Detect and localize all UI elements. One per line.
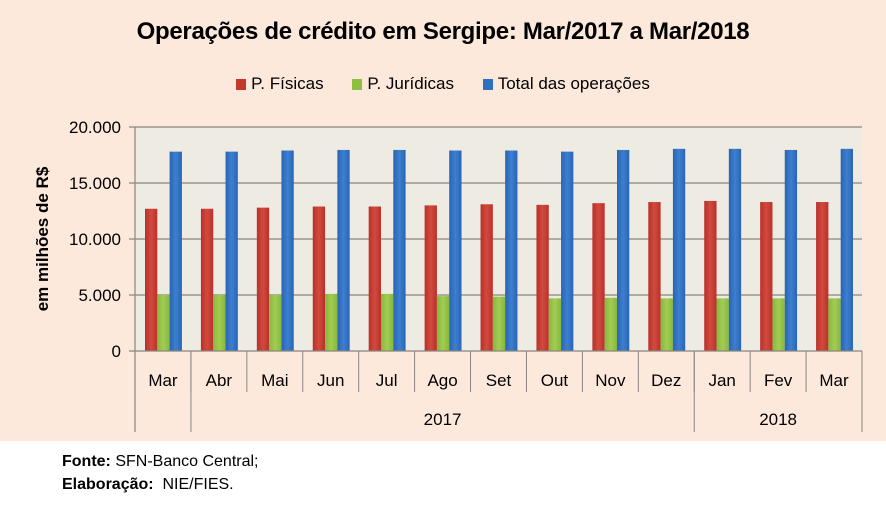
legend-label-pf: P. Físicas (251, 74, 324, 93)
legend-label-total: Total das operações (497, 74, 650, 93)
bar-pf (480, 204, 493, 351)
bar-pf (200, 208, 214, 351)
bars (145, 148, 853, 351)
elaboration-line: Elaboração: NIE/FIES. (62, 473, 259, 496)
x-tick-label: Mai (261, 371, 288, 390)
year-group-label: 2017 (424, 410, 462, 429)
bar-chart: 0 5.000 10.000 15.000 20.000 Mar Abr Mai Jun Jul… (33, 118, 863, 432)
x-tick-label: Jan (708, 371, 735, 390)
bar-total (616, 149, 630, 351)
bar-pf (536, 204, 549, 351)
legend-swatch-pf (236, 79, 247, 90)
chart-area: Operações de crédito em Sergipe: Mar/201… (0, 0, 886, 441)
bar-total (561, 151, 574, 351)
bar-pj (380, 293, 394, 351)
bar-pj (436, 296, 450, 351)
bar-total (505, 150, 518, 351)
bar-total (169, 151, 182, 351)
bar-pf (368, 206, 381, 351)
x-tick-label: Out (541, 371, 569, 390)
y-tick-label: 15.000 (69, 174, 121, 193)
legend-item-total: Total das operações (482, 74, 650, 94)
legend-item-pf: P. Físicas (236, 74, 324, 94)
bar-pf (312, 206, 326, 351)
axes (129, 127, 863, 432)
bar-total (840, 148, 853, 351)
bar-pj (660, 298, 673, 351)
legend: P. Físicas P. Jurídicas Total das operaç… (0, 74, 886, 94)
source-value: SFN-Banco Central; (115, 453, 259, 470)
bar-pj (548, 298, 562, 351)
footer: Fonte: SFN-Banco Central; Elaboração: NI… (62, 450, 259, 496)
x-tick-label: Jun (317, 371, 344, 390)
bar-total (449, 150, 462, 351)
bar-total (337, 149, 350, 351)
x-tick-label: Abr (206, 371, 233, 390)
source-label: Fonte: (62, 453, 111, 470)
bar-pf (648, 202, 661, 351)
legend-label-pj: P. Jurídicas (367, 74, 454, 93)
y-tick-label: 10.000 (69, 230, 121, 249)
bar-total (728, 148, 742, 351)
bar-total (393, 149, 406, 351)
y-tick-label: 5.000 (78, 286, 121, 305)
bar-pj (213, 295, 226, 351)
bar-pj (604, 297, 617, 351)
x-tick-label: Ago (427, 371, 457, 390)
y-tick-label: 20.000 (69, 118, 121, 137)
bar-pf (704, 200, 717, 351)
year-group-label: 2018 (759, 410, 797, 429)
x-tick-labels: Mar Abr Mai Jun Jul Ago Set Out Nov Dez Jan Fev Mar 2… (148, 371, 849, 429)
bar-total (784, 149, 798, 351)
legend-item-pj: P. Jurídicas (352, 74, 454, 94)
y-tick-labels: 0 5.000 10.000 15.000 20.000 (69, 118, 121, 361)
bar-pf (592, 203, 605, 351)
bar-pj (716, 298, 729, 351)
legend-swatch-total (482, 79, 493, 90)
chart-title: Operações de crédito em Sergipe: Mar/201… (136, 18, 750, 45)
bar-total (672, 148, 686, 351)
x-tick-label: Set (486, 371, 512, 390)
x-tick-label: Jul (376, 371, 398, 390)
bar-pj (269, 295, 282, 351)
bar-pj (772, 298, 785, 351)
bar-total (281, 150, 294, 351)
y-axis-label: em milhões de R$ (33, 166, 52, 311)
y-tick-label: 0 (112, 342, 121, 361)
bar-total (225, 151, 238, 351)
x-tick-label: Mar (148, 371, 178, 390)
bar-pf (256, 207, 270, 351)
elaboration-label: Elaboração: (62, 476, 154, 493)
x-tick-label: Nov (595, 371, 626, 390)
bar-pf (816, 202, 829, 351)
source-line: Fonte: SFN-Banco Central; (62, 450, 259, 473)
elaboration-value: NIE/FIES. (162, 476, 234, 493)
bar-pf (760, 202, 773, 351)
x-tick-label: Dez (651, 371, 681, 390)
bar-pj (828, 298, 841, 351)
bar-pj (325, 293, 338, 351)
bar-pf (424, 205, 437, 351)
bar-pj (157, 295, 170, 351)
legend-swatch-pj (352, 79, 363, 90)
x-tick-label: Fev (764, 371, 793, 390)
bar-pf (145, 208, 158, 351)
bar-pj (492, 296, 506, 351)
x-tick-label: Mar (819, 371, 849, 390)
